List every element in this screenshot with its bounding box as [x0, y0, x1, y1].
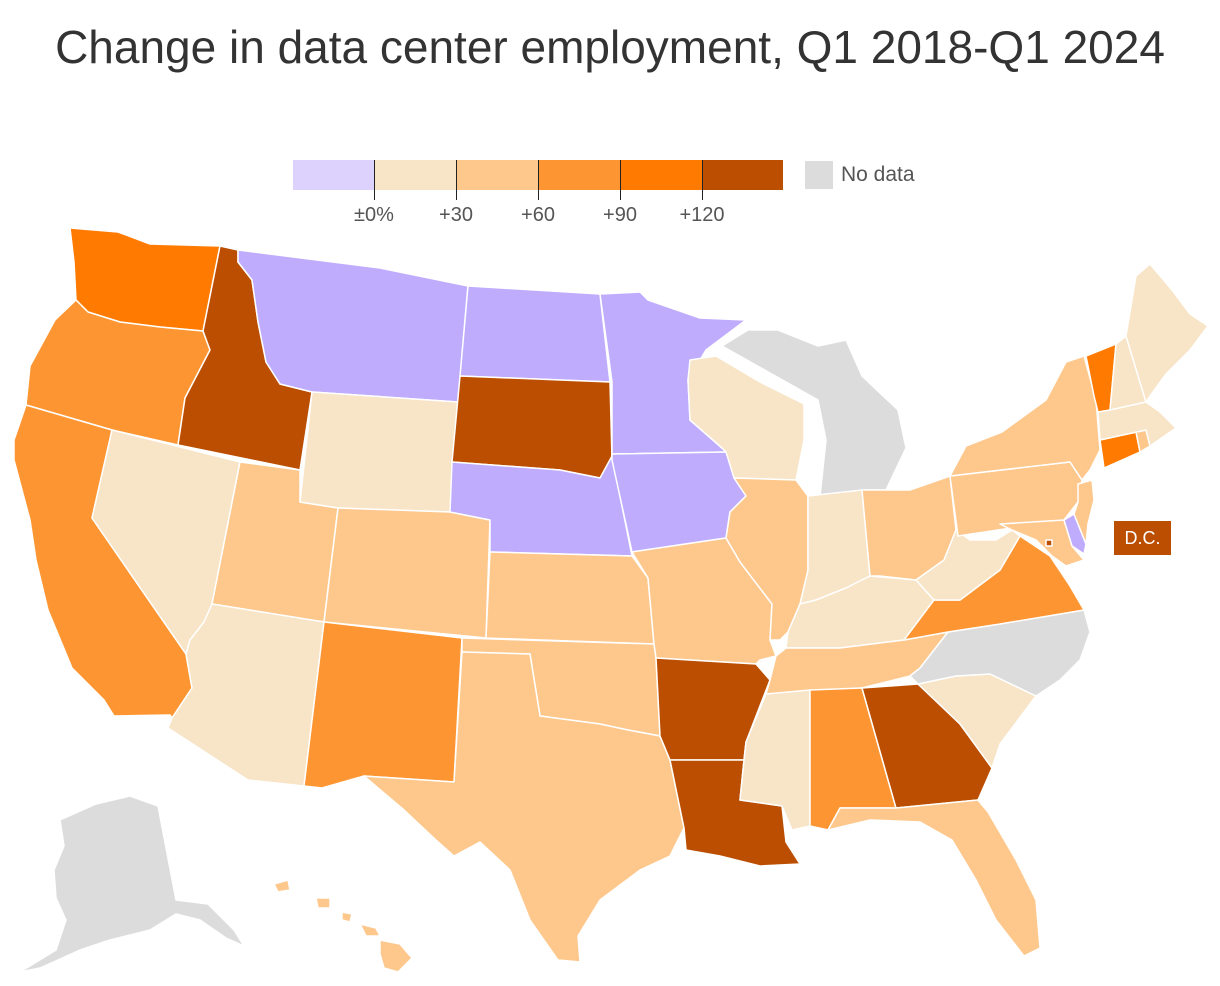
legend-swatch-90-120 [621, 160, 703, 190]
state-hawaii [273, 879, 413, 973]
state-vermont [1085, 343, 1117, 413]
chart-title: Change in data center employment, Q1 201… [55, 21, 1165, 73]
dc-label: D.C. [1114, 521, 1171, 555]
state-district-of-columbia [1045, 539, 1053, 547]
legend-tick [374, 160, 375, 200]
legend-tick [456, 160, 457, 200]
legend-swatch-60-90 [539, 160, 621, 190]
state-maine [1125, 263, 1209, 403]
legend-tick [702, 160, 703, 200]
state-new-jersey [1073, 479, 1095, 545]
legend-swatch-30-60 [457, 160, 539, 190]
legend-swatch-0-30 [375, 160, 457, 190]
legend-swatch-120-plus [703, 160, 783, 190]
state-massachusetts [1097, 401, 1177, 447]
state-alaska [19, 795, 245, 973]
state-texas [363, 651, 685, 963]
state-south-dakota [451, 375, 613, 479]
state-colorado [323, 507, 491, 639]
legend-tick-label: +60 [521, 204, 555, 226]
state-new-mexico [303, 621, 463, 789]
legend-tick [620, 160, 621, 200]
legend-tick-label: +120 [679, 204, 725, 226]
state-wyoming [299, 391, 459, 513]
legend-tick-label: +30 [439, 204, 473, 226]
legend-swatch-negative [293, 160, 375, 190]
state-montana [237, 249, 469, 403]
legend-tick-label: +90 [603, 204, 637, 226]
state-delaware [1063, 513, 1087, 555]
legend-tick-label: ±0% [354, 204, 394, 226]
state-kansas [485, 551, 655, 645]
state-north-dakota [459, 285, 611, 383]
legend: ±0% +30 +60 +90 +120 No data [293, 160, 933, 240]
state-florida [827, 799, 1041, 957]
legend-tick [538, 160, 539, 200]
legend-no-data-swatch [805, 161, 833, 189]
legend-no-data-label: No data [841, 163, 915, 186]
state-michigan [721, 329, 907, 497]
state-new-york [949, 355, 1101, 481]
